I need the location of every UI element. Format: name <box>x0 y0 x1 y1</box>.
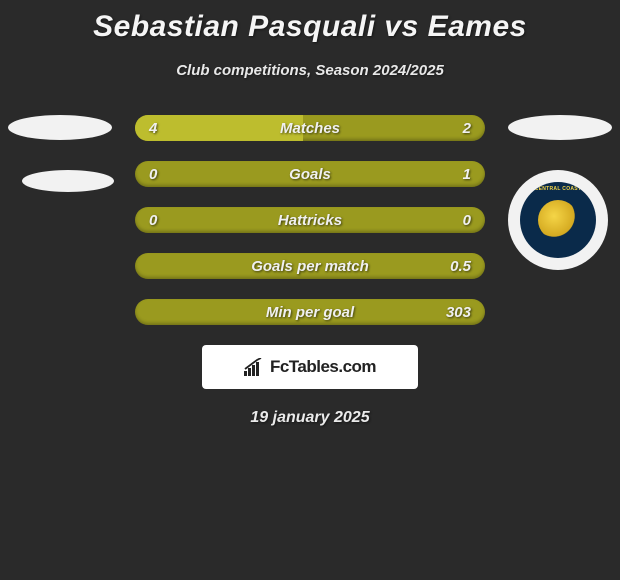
mariners-logo-text: CENTRAL COAST <box>520 186 596 192</box>
site-logo-text: FcTables.com <box>270 357 376 377</box>
stat-right-value: 303 <box>446 299 471 325</box>
stat-right-value: 1 <box>463 161 471 187</box>
site-logo-icon <box>244 358 266 376</box>
stat-row-hattricks: 0 Hattricks 0 <box>135 207 485 233</box>
stat-row-goals: 0 Goals 1 <box>135 161 485 187</box>
stat-row-goals-per-match: Goals per match 0.5 <box>135 253 485 279</box>
stat-row-min-per-goal: Min per goal 303 <box>135 299 485 325</box>
content-area: CENTRAL COAST 4 Matches 2 0 Goals 1 0 Ha… <box>0 115 620 427</box>
left-player-badges <box>8 115 114 222</box>
stat-label: Min per goal <box>135 299 485 325</box>
stats-bars: 4 Matches 2 0 Goals 1 0 Hattricks 0 Goal… <box>135 115 485 325</box>
left-badge-placeholder-1 <box>8 115 112 140</box>
right-club-badge: CENTRAL COAST <box>508 170 608 270</box>
comparison-card: Sebastian Pasquali vs Eames Club competi… <box>0 0 620 427</box>
stat-row-matches: 4 Matches 2 <box>135 115 485 141</box>
stat-label: Matches <box>135 115 485 141</box>
site-logo-box[interactable]: FcTables.com <box>202 345 418 389</box>
stat-label: Goals per match <box>135 253 485 279</box>
stat-label: Hattricks <box>135 207 485 233</box>
stat-right-value: 0.5 <box>450 253 471 279</box>
site-logo-content: FcTables.com <box>244 357 376 377</box>
stat-right-value: 2 <box>463 115 471 141</box>
left-badge-placeholder-2 <box>22 170 114 192</box>
stat-right-value: 0 <box>463 207 471 233</box>
right-badge-placeholder-1 <box>508 115 612 140</box>
snapshot-date: 19 january 2025 <box>0 409 620 427</box>
page-title: Sebastian Pasquali vs Eames <box>0 0 620 44</box>
right-player-badges: CENTRAL COAST <box>508 115 612 270</box>
mariners-logo-icon: CENTRAL COAST <box>520 182 596 258</box>
subtitle: Club competitions, Season 2024/2025 <box>0 62 620 79</box>
stat-label: Goals <box>135 161 485 187</box>
